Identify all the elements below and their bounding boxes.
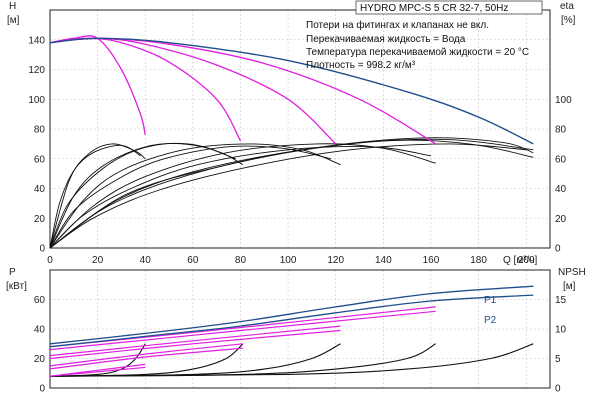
power-axis-unit: [кВт] (6, 281, 27, 292)
npsh-axis-unit: [м] (563, 281, 576, 292)
npsh-tick-label: 15 (555, 295, 567, 306)
eta-axis-unit: [%] (561, 15, 576, 26)
efficiency-curve (49, 143, 527, 249)
eta-tick-label: 20 (555, 214, 567, 225)
head-tick-label: 100 (28, 95, 45, 106)
title-box (355, 0, 543, 15)
note-line-1: Потери на фитингах и клапанах не вкл. (306, 19, 489, 31)
npsh-tick-label: 0 (555, 384, 561, 395)
power-tick-label: 60 (34, 295, 46, 306)
power-chart-ticks: 0 20 40 60 0 5 10 15 (34, 295, 567, 395)
system-power-curve-p2 (49, 294, 534, 348)
x-tick-label: 160 (423, 255, 440, 266)
system-head-curve (49, 37, 534, 145)
efficiency-curve (49, 144, 141, 249)
series-label-p1: P1 (484, 295, 497, 306)
power-chart-frame (49, 269, 551, 389)
pump-power-curve (49, 329, 341, 360)
head-axis-label: H (9, 1, 16, 12)
power-chart-curves (49, 285, 534, 377)
pump-power-curve (49, 343, 243, 367)
note-line-4: Плотность = 998.2 кг/м³ (306, 60, 416, 71)
head-tick-label: 20 (34, 214, 46, 225)
eta-tick-label: 0 (555, 244, 561, 255)
head-tick-label: 60 (34, 154, 46, 165)
x-tick-label: 200 (518, 255, 535, 266)
power-tick-label: 40 (34, 325, 46, 336)
npsh-tick-label: 10 (555, 325, 567, 336)
pump-power-curve (49, 347, 243, 370)
flow-axis-label: Q [м³/ч] (503, 255, 538, 266)
system-power-curve-p1 (49, 285, 534, 345)
npsh-axis-label: NPSH (558, 267, 586, 278)
x-tick-label: 80 (235, 255, 247, 266)
head-tick-label: 80 (34, 125, 46, 136)
efficiency-curve (49, 146, 432, 249)
power-tick-label: 20 (34, 354, 46, 365)
head-curve (49, 35, 146, 136)
x-tick-label: 40 (140, 255, 152, 266)
head-chart-ticks: 0 20 40 60 80 100 120 140 160 180 2000204060801001… (28, 35, 572, 266)
efficiency-curve (49, 142, 244, 249)
power-tick-label: 0 (39, 384, 45, 395)
note-line-2: Перекачиваемая жидкость = Вода (306, 34, 466, 45)
eta-tick-label: 80 (555, 125, 567, 136)
head-tick-label: 140 (28, 35, 45, 46)
head-chart-grid (49, 10, 550, 249)
efficiency-curve (49, 145, 332, 249)
x-tick-label: 100 (280, 255, 297, 266)
head-curve (49, 37, 242, 142)
head-chart-curves (49, 35, 534, 249)
pump-power-curve (49, 310, 436, 351)
head-axis-unit: [м] (7, 15, 20, 26)
pump-power-curve (49, 366, 146, 377)
eta-tick-label: 60 (555, 154, 567, 165)
x-tick-label: 140 (375, 255, 392, 266)
efficiency-curve (49, 143, 146, 249)
head-chart-frame (49, 9, 551, 249)
power-chart-grid (49, 270, 550, 389)
chart-title: HYDRO MPC-S 5 CR 32-7, 50Hz (360, 3, 508, 14)
series-label-p2: P2 (484, 315, 497, 326)
eta-axis-label: eta (560, 1, 574, 12)
npsh-tick-label: 5 (555, 354, 561, 365)
head-tick-label: 120 (28, 65, 45, 76)
pump-power-curve (49, 325, 341, 357)
x-tick-label: 180 (470, 255, 487, 266)
npsh-curve (49, 343, 534, 377)
power-axis-label: P (9, 267, 16, 278)
head-tick-label: 0 (39, 244, 45, 255)
x-tick-label: 120 (327, 255, 344, 266)
efficiency-curve (49, 143, 436, 249)
eta-tick-label: 100 (555, 95, 572, 106)
head-tick-label: 40 (34, 184, 46, 195)
note-line-3: Температура перекачиваемой жидкости = 20… (306, 47, 529, 58)
x-tick-label: 0 (47, 255, 53, 266)
x-tick-label: 20 (92, 255, 104, 266)
efficiency-curve (49, 138, 534, 249)
x-tick-label: 60 (187, 255, 199, 266)
eta-tick-label: 40 (555, 184, 567, 195)
